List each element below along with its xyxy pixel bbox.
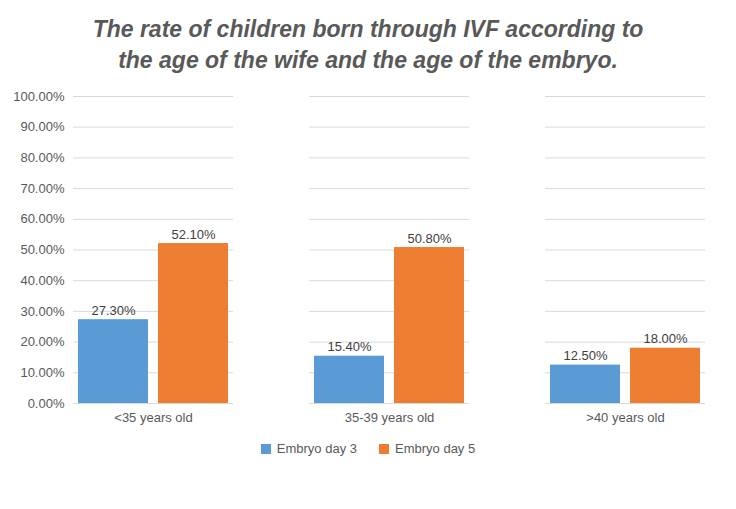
svg-text:18.00%: 18.00%: [643, 331, 688, 346]
svg-text:15.40%: 15.40%: [327, 339, 372, 354]
html-text:Embryo day 3: Embryo day 3: [276, 441, 357, 457]
svg-text:27.30%: 27.30%: [91, 303, 136, 318]
svg-text:20.00%: 20.00%: [20, 334, 65, 349]
svg-text:30.00%: 30.00%: [20, 304, 65, 319]
svg-text:50.00%: 50.00%: [20, 242, 65, 257]
svg-text:0.00%: 0.00%: [28, 396, 65, 411]
svg-text:60.00%: 60.00%: [20, 212, 65, 227]
svg-text:70.00%: 70.00%: [20, 181, 65, 196]
html-text:Embryo day 5: Embryo day 5: [395, 441, 476, 457]
svg-text:90.00%: 90.00%: [20, 119, 65, 134]
svg-text:12.50%: 12.50%: [563, 348, 608, 363]
svg-text:52.10%: 52.10%: [171, 227, 216, 242]
svg-text:35-39 years old: 35-39 years old: [345, 410, 435, 425]
svg-text:>40 years old: >40 years old: [586, 410, 664, 425]
svg-text:50.80%: 50.80%: [407, 231, 452, 246]
html-text:The rate of children born thro: The rate of children born through IVF ac…: [92, 16, 644, 73]
svg-text:40.00%: 40.00%: [20, 273, 65, 288]
svg-text:80.00%: 80.00%: [20, 150, 65, 165]
svg-text:100.00%: 100.00%: [13, 89, 65, 104]
svg-text:10.00%: 10.00%: [20, 365, 65, 380]
svg-text:<35 years old: <35 years old: [114, 410, 192, 425]
